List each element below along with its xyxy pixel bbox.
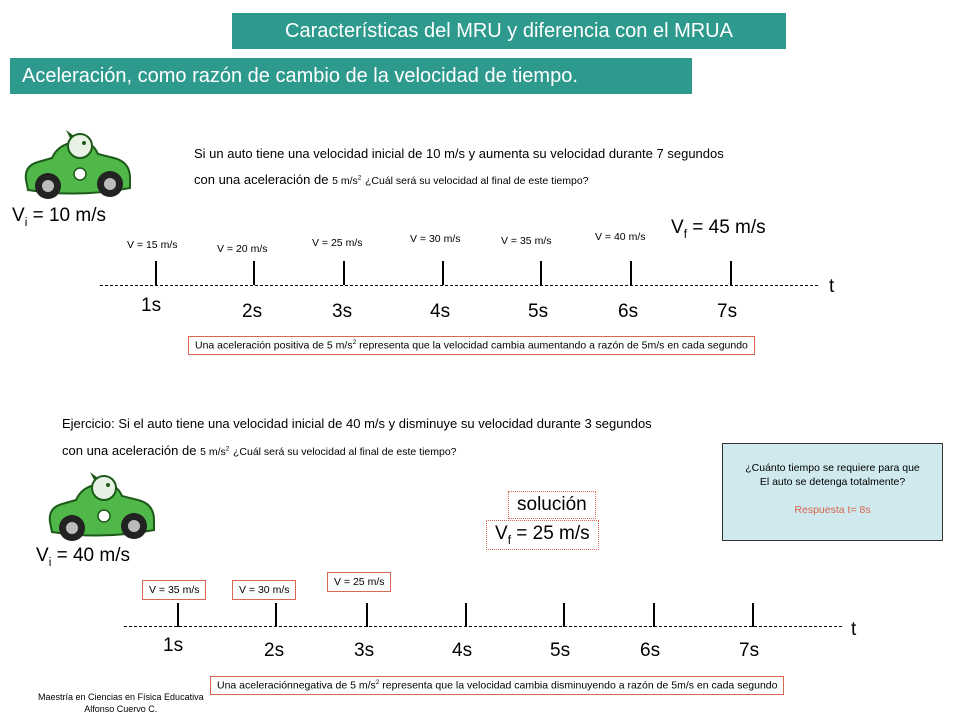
race-car-icon (24, 130, 131, 199)
question-box-line-2: El auto se detenga totalmente? (759, 476, 906, 488)
final-velocity: Vf = 25 m/s (486, 520, 599, 550)
velocity-label: V = 35 m/s (142, 580, 207, 600)
timeline-tick (465, 603, 467, 627)
final-velocity: Vf = 45 m/s (671, 217, 766, 241)
page-title: Características del MRU y diferencia con… (232, 13, 786, 49)
velocity-label: V = 25 m/s (312, 237, 363, 249)
time-label: 3s (332, 301, 353, 322)
timeline-tick (730, 261, 732, 285)
question-box-answer: Respuesta t= 8s (794, 504, 871, 516)
race-car-icon (48, 472, 155, 541)
velocity-label: V = 30 m/s (232, 580, 297, 600)
timeline-tick (630, 261, 632, 285)
timeline-tick (540, 261, 542, 285)
explanation-note: Una aceleraciónnegativa de 5 m/s2 repres… (210, 676, 785, 695)
velocity-label: V = 25 m/s (327, 572, 392, 592)
axis-label-t: t (829, 276, 835, 297)
footer-line-2: Alfonso Cuervo C. (84, 704, 158, 714)
time-label: 1s (163, 635, 184, 656)
timeline-tick (275, 603, 277, 627)
axis-label-t: t (851, 619, 857, 640)
time-label: 5s (528, 301, 549, 322)
question-box: ¿Cuánto tiempo se requiere para que El a… (722, 443, 943, 541)
timeline-axis (100, 285, 818, 286)
time-label: 4s (430, 301, 451, 322)
timeline-tick (442, 261, 444, 285)
exercise-line-1: Ejercicio: Si el auto tiene una velocida… (62, 416, 652, 431)
timeline-tick (177, 603, 179, 627)
velocity-label: V = 15 m/s (127, 239, 178, 251)
timeline-tick (253, 261, 255, 285)
time-label: 2s (264, 640, 285, 661)
timeline-tick (366, 603, 368, 627)
time-label: 1s (141, 295, 162, 316)
velocity-label: V = 30 m/s (410, 233, 461, 245)
timeline-tick (343, 261, 345, 285)
time-label: 6s (618, 301, 639, 322)
time-label: 2s (242, 301, 263, 322)
question-line-1: Si un auto tiene una velocidad inicial d… (194, 146, 724, 161)
velocity-label: V = 20 m/s (217, 243, 268, 255)
solution-label: solución (508, 491, 596, 519)
explanation-note: Una aceleración positiva de 5 m/s2 repre… (188, 336, 755, 355)
timeline-tick (155, 261, 157, 285)
time-label: 7s (739, 640, 760, 661)
timeline-tick (653, 603, 655, 627)
time-label: 6s (640, 640, 661, 661)
initial-velocity: Vi = 10 m/s (12, 205, 106, 229)
timeline-axis (124, 626, 842, 627)
page-subtitle: Aceleración, como razón de cambio de la … (10, 58, 692, 94)
timeline-tick (563, 603, 565, 627)
time-label: 7s (717, 301, 738, 322)
question-box-line-1: ¿Cuánto tiempo se requiere para que (745, 462, 920, 474)
time-label: 4s (452, 640, 473, 661)
exercise-line-2: con una aceleración de 5 m/s2 ¿Cuál será… (62, 443, 457, 458)
velocity-label: V = 40 m/s (595, 231, 646, 243)
time-label: 5s (550, 640, 571, 661)
timeline-tick (752, 603, 754, 627)
time-label: 3s (354, 640, 375, 661)
question-line-2: con una aceleración de 5 m/s2 ¿Cuál será… (194, 172, 589, 187)
footer-credit: Maestría en Ciencias en Física Educativa… (38, 691, 204, 715)
initial-velocity: Vi = 40 m/s (36, 545, 130, 569)
footer-line-1: Maestría en Ciencias en Física Educativa (38, 692, 204, 702)
velocity-label: V = 35 m/s (501, 235, 552, 247)
